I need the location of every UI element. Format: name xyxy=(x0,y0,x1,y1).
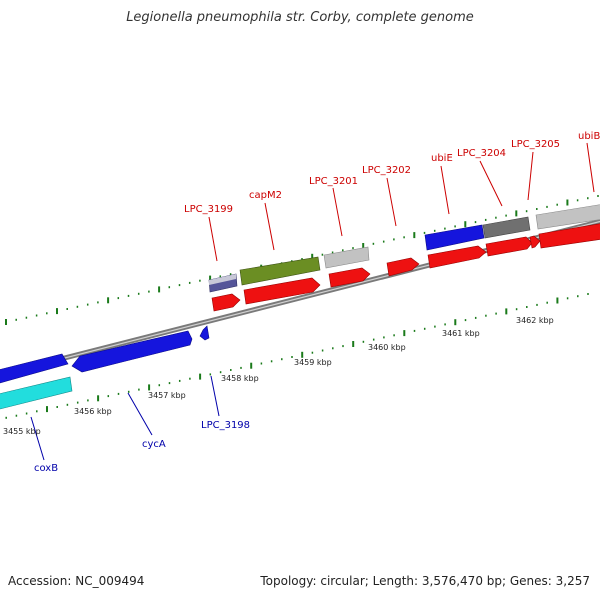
label-ubiB[interactable]: ubiB xyxy=(578,131,600,142)
gene-capM2-box[interactable] xyxy=(239,256,321,286)
label-LPC_3205[interactable]: LPC_3205 xyxy=(511,139,560,150)
gene-blue-cox-region[interactable] xyxy=(0,353,69,384)
label-cycA[interactable]: cycA xyxy=(142,439,166,450)
gene-LPC_3201-box[interactable] xyxy=(323,246,370,269)
map-title: Legionella pneumophila str. Corby, compl… xyxy=(126,10,474,25)
label-capM2[interactable]: capM2 xyxy=(249,190,282,201)
scale-label-3460: 3460 kbp xyxy=(368,343,406,352)
reverse-features xyxy=(0,325,210,410)
gene-coxB-cyan[interactable] xyxy=(0,376,73,410)
scale-labels: 3455 kbp 3456 kbp 3457 kbp 3458 kbp 3459… xyxy=(3,316,554,436)
label-LPC_3198[interactable]: LPC_3198 xyxy=(201,420,250,431)
gene-LPC_3198-arrow[interactable] xyxy=(199,325,210,341)
reverse-labels: coxB cycA LPC_3198 xyxy=(34,420,250,474)
gene-LPC_3199-box-top[interactable] xyxy=(209,274,236,285)
scale-label-3456: 3456 kbp xyxy=(74,407,112,416)
label-ubiE[interactable]: ubiE xyxy=(431,153,453,164)
label-LPC_3199[interactable]: LPC_3199 xyxy=(184,204,233,215)
label-LPC_3202[interactable]: LPC_3202 xyxy=(362,165,411,176)
cds-arrow-1[interactable] xyxy=(211,293,241,312)
inner-tick-row xyxy=(5,293,589,419)
cds-arrow-4[interactable] xyxy=(386,257,420,277)
label-LPC_3201[interactable]: LPC_3201 xyxy=(309,176,358,187)
cds-arrow-6[interactable] xyxy=(485,236,533,257)
cds-arrow-3[interactable] xyxy=(328,267,371,288)
cds-arrow-2[interactable] xyxy=(243,277,321,305)
gene-cycA-arrow[interactable] xyxy=(71,330,193,373)
gene-LPC_3205-box[interactable] xyxy=(535,203,600,230)
scale-label-3457: 3457 kbp xyxy=(148,391,186,400)
scale-label-3461: 3461 kbp xyxy=(442,329,480,338)
scale-label-3455: 3455 kbp xyxy=(3,427,41,436)
forward-features xyxy=(208,203,600,312)
gene-LPC_3204-box[interactable] xyxy=(482,216,531,239)
cds-arrow-7[interactable] xyxy=(529,235,541,249)
cds-arrow-8[interactable] xyxy=(538,222,600,249)
reverse-callouts xyxy=(30,375,220,461)
label-LPC_3204[interactable]: LPC_3204 xyxy=(457,148,506,159)
genome-summary-text: Topology: circular; Length: 3,576,470 bp… xyxy=(260,574,590,588)
scale-label-3459: 3459 kbp xyxy=(294,358,332,367)
forward-callouts xyxy=(208,142,595,262)
scale-label-3462: 3462 kbp xyxy=(516,316,554,325)
scale-label-3458: 3458 kbp xyxy=(221,374,259,383)
label-coxB[interactable]: coxB xyxy=(34,463,58,474)
accession-text: Accession: NC_009494 xyxy=(8,574,145,588)
forward-labels: LPC_3199 capM2 LPC_3201 LPC_3202 ubiE LP… xyxy=(184,131,600,215)
gene-ubiE-box[interactable] xyxy=(424,224,485,251)
cds-arrow-5[interactable] xyxy=(427,245,487,269)
